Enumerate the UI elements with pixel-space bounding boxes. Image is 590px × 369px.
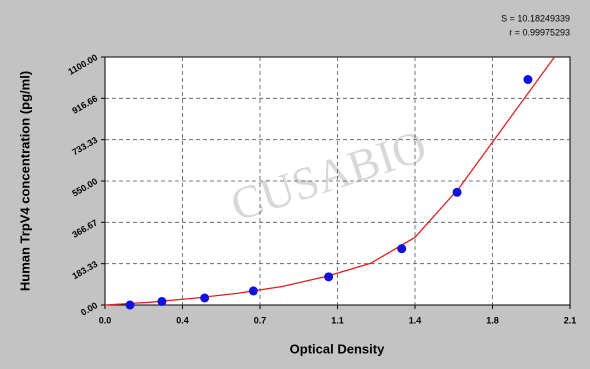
data-point (157, 296, 167, 306)
data-point (523, 75, 533, 85)
y-axis-title: Human TrpV4 concentration (pg/ml) (17, 71, 32, 291)
x-tick-label: 0.0 (99, 315, 112, 325)
x-tick-label: 0.4 (176, 315, 189, 325)
data-point (125, 300, 135, 310)
data-point (397, 244, 407, 254)
fit-stat: S = 10.18249339 (501, 13, 570, 23)
data-point (248, 286, 258, 296)
x-tick-label: 0.7 (254, 315, 267, 325)
x-axis-title: Optical Density (290, 341, 385, 356)
data-point (452, 187, 462, 197)
x-tick-label: 1.8 (486, 315, 499, 325)
data-point (324, 272, 334, 282)
data-point (200, 293, 210, 303)
x-tick-label: 1.4 (409, 315, 422, 325)
x-tick-label: 1.1 (331, 315, 344, 325)
fit-curve (104, 56, 556, 306)
fit-stat: r = 0.99975293 (509, 27, 570, 37)
x-tick-label: 2.1 (564, 315, 577, 325)
